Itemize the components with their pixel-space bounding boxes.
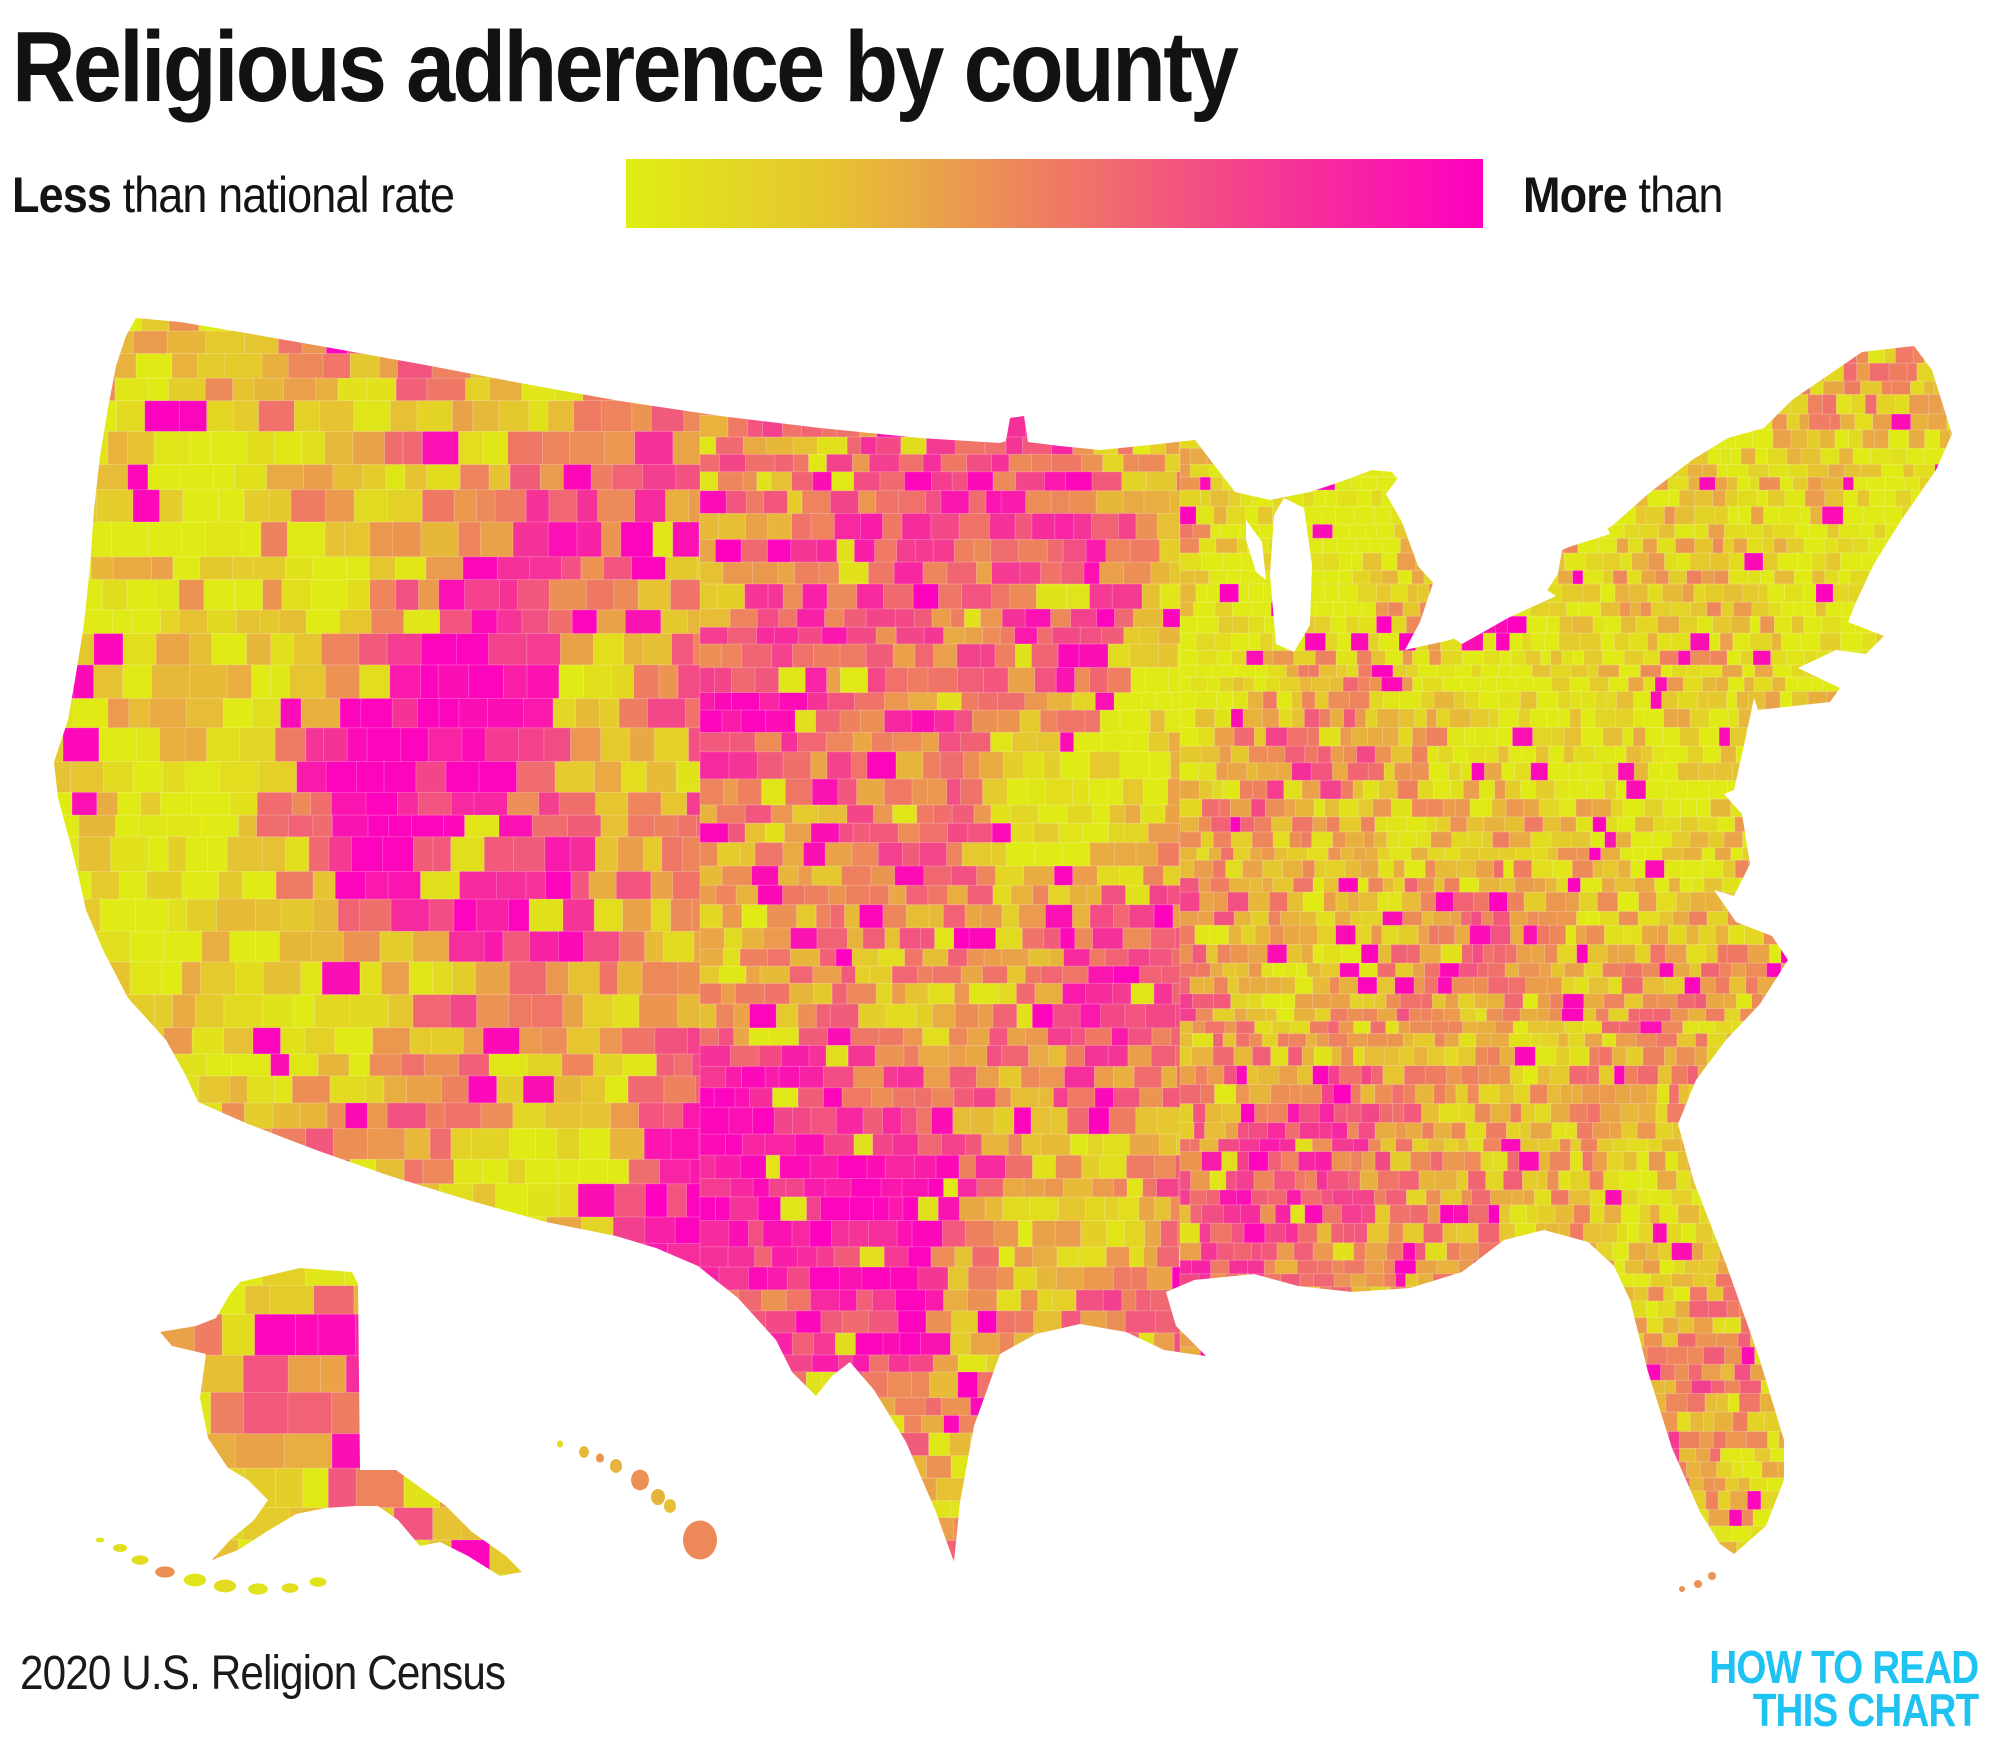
logo-line-2: THIS CHART (1752, 1683, 1978, 1736)
legend-more-rest: than (1626, 167, 1724, 223)
hawaii-islands (557, 1440, 717, 1560)
htrtc-logo: HOW TO READ THIS CHART (1708, 1640, 1979, 1736)
lake-erie-shape (1450, 588, 1556, 644)
lake-ontario-shape (1532, 524, 1610, 556)
legend-label-more: More than (1523, 166, 1723, 224)
green-bay-shape (1246, 520, 1266, 580)
logo-line-1: HOW TO READ (1708, 1640, 1979, 1693)
florida-keys (1679, 1572, 1716, 1592)
county-mosaic-alaska (160, 1268, 522, 1576)
great-lakes-shapes (1246, 478, 1610, 652)
legend-label-less: Less than national rate (12, 166, 455, 224)
legend-less-bold: Less (12, 167, 112, 223)
lake-michigan-shape (1270, 498, 1312, 652)
source-label: 2020 U.S. Religion Census (20, 1647, 506, 1700)
legend-gradient-bar (626, 159, 1483, 228)
legend-less-rest: than national rate (110, 167, 455, 223)
aleutian-islands (95, 1537, 327, 1595)
legend-more-bold: More (1523, 167, 1628, 223)
page-title: Religious adherence by county (12, 11, 1239, 123)
lake-huron-shape (1386, 478, 1442, 586)
